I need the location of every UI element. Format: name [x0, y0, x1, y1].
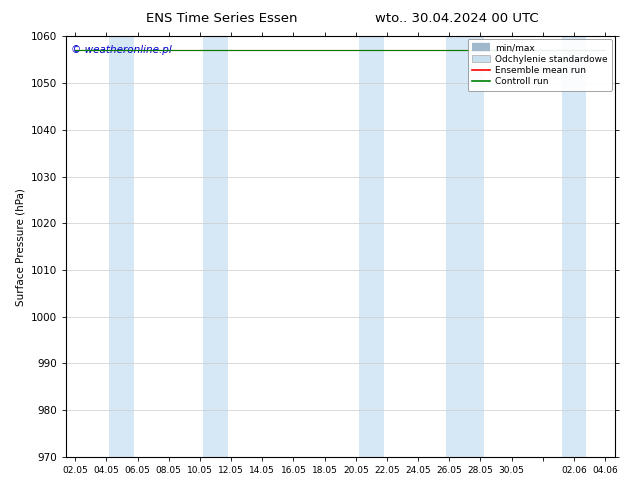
Bar [562, 36, 586, 457]
Bar [359, 36, 384, 457]
Bar [110, 36, 134, 457]
Text: wto.. 30.04.2024 00 UTC: wto.. 30.04.2024 00 UTC [375, 12, 538, 25]
Y-axis label: Surface Pressure (hPa): Surface Pressure (hPa) [15, 188, 25, 306]
Legend: min/max, Odchylenie standardowe, Ensemble mean run, Controll run: min/max, Odchylenie standardowe, Ensembl… [467, 39, 612, 91]
Bar [203, 36, 228, 457]
Text: ENS Time Series Essen: ENS Time Series Essen [146, 12, 297, 25]
Text: © weatheronline.pl: © weatheronline.pl [71, 45, 172, 55]
Bar [446, 36, 484, 457]
